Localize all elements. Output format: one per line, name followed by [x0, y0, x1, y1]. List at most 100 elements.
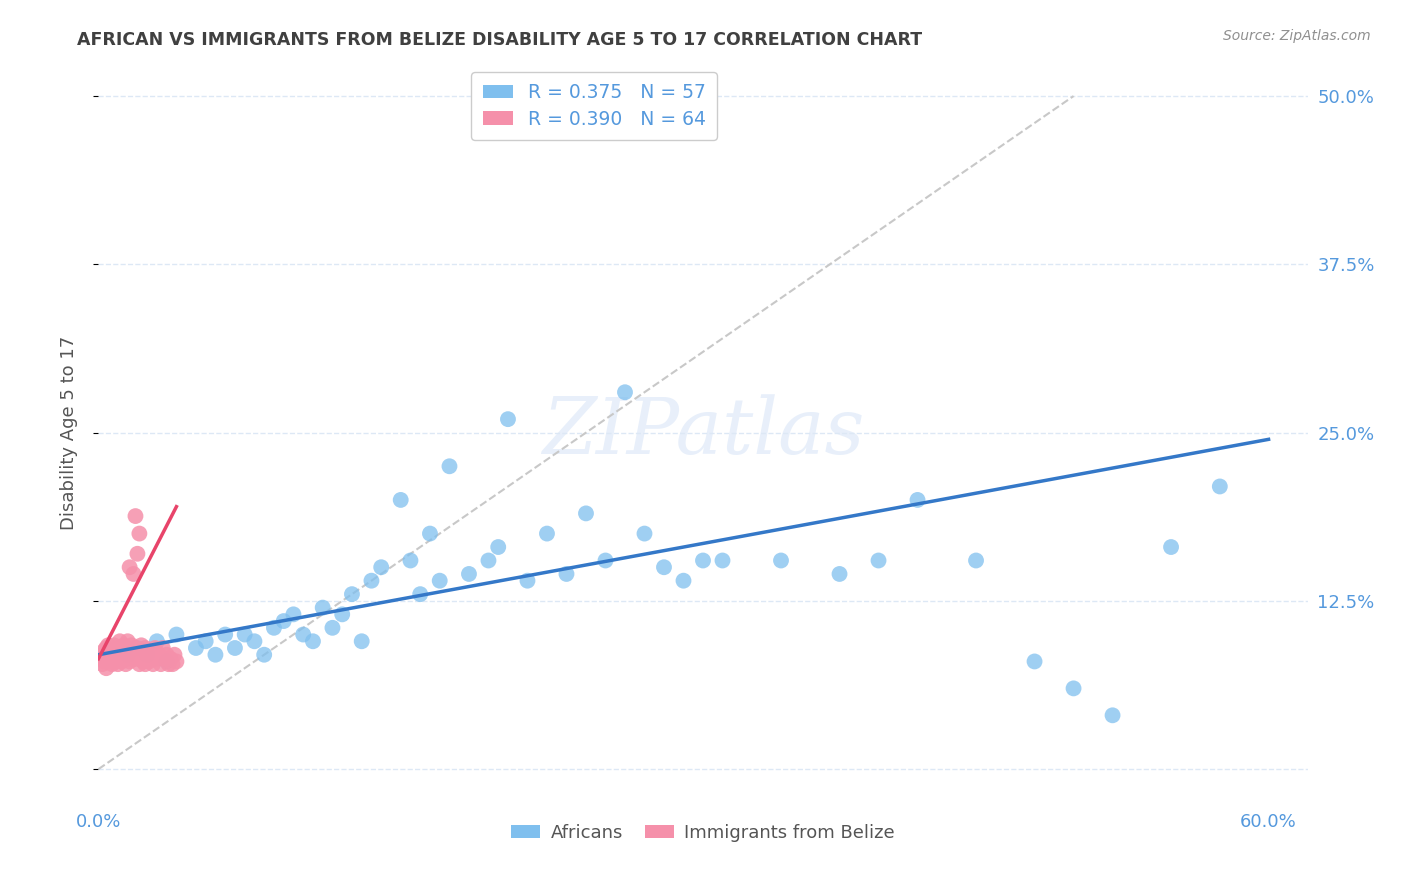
- Point: [132, 648, 155, 662]
- Point: [134, 640, 156, 655]
- Point: [516, 574, 538, 588]
- Point: [122, 652, 145, 666]
- Point: [156, 655, 179, 669]
- Point: [91, 657, 114, 672]
- Point: [399, 553, 422, 567]
- Point: [139, 648, 162, 662]
- Point: [614, 385, 637, 400]
- Point: [692, 553, 714, 567]
- Point: [828, 566, 851, 581]
- Point: [112, 652, 135, 666]
- Point: [98, 655, 121, 669]
- Point: [243, 634, 266, 648]
- Point: [111, 655, 134, 669]
- Point: [111, 643, 134, 657]
- Point: [153, 652, 176, 666]
- Point: [769, 553, 792, 567]
- Point: [389, 492, 412, 507]
- Point: [965, 553, 987, 567]
- Point: [409, 587, 432, 601]
- Point: [477, 553, 499, 567]
- Point: [128, 657, 150, 672]
- Point: [194, 634, 217, 648]
- Point: [124, 509, 146, 524]
- Point: [101, 643, 124, 657]
- Point: [104, 655, 127, 669]
- Point: [283, 607, 305, 622]
- Point: [117, 652, 139, 666]
- Point: [360, 574, 382, 588]
- Point: [1160, 540, 1182, 554]
- Point: [97, 652, 120, 666]
- Point: [340, 587, 363, 601]
- Point: [121, 648, 143, 662]
- Point: [536, 526, 558, 541]
- Point: [136, 648, 159, 662]
- Point: [263, 621, 285, 635]
- Point: [370, 560, 392, 574]
- Point: [555, 566, 578, 581]
- Point: [91, 648, 114, 662]
- Point: [321, 621, 343, 635]
- Point: [595, 553, 617, 567]
- Point: [89, 652, 111, 666]
- Point: [162, 657, 184, 672]
- Point: [96, 640, 118, 655]
- Point: [136, 643, 159, 657]
- Point: [233, 627, 256, 641]
- Point: [214, 627, 236, 641]
- Point: [122, 566, 145, 581]
- Point: [117, 634, 139, 648]
- Point: [142, 657, 165, 672]
- Point: [96, 661, 118, 675]
- Point: [1101, 708, 1123, 723]
- Point: [128, 526, 150, 541]
- Point: [156, 648, 179, 662]
- Point: [93, 643, 115, 657]
- Point: [124, 640, 146, 655]
- Point: [117, 648, 139, 662]
- Point: [184, 640, 207, 655]
- Point: [103, 652, 125, 666]
- Point: [224, 640, 246, 655]
- Point: [134, 657, 156, 672]
- Legend: Africans, Immigrants from Belize: Africans, Immigrants from Belize: [503, 817, 903, 849]
- Point: [907, 492, 929, 507]
- Text: Source: ZipAtlas.com: Source: ZipAtlas.com: [1223, 29, 1371, 43]
- Point: [350, 634, 373, 648]
- Point: [136, 652, 159, 666]
- Point: [575, 507, 598, 521]
- Point: [711, 553, 734, 567]
- Point: [330, 607, 353, 622]
- Point: [419, 526, 441, 541]
- Point: [165, 627, 187, 641]
- Text: ZIPatlas: ZIPatlas: [541, 394, 865, 471]
- Point: [1209, 479, 1232, 493]
- Point: [97, 638, 120, 652]
- Point: [157, 657, 180, 672]
- Point: [112, 638, 135, 652]
- Point: [108, 652, 131, 666]
- Point: [302, 634, 325, 648]
- Point: [104, 648, 127, 662]
- Point: [131, 638, 153, 652]
- Point: [652, 560, 675, 574]
- Point: [146, 634, 169, 648]
- Point: [107, 640, 129, 655]
- Point: [143, 640, 166, 655]
- Point: [114, 640, 136, 655]
- Point: [439, 459, 461, 474]
- Point: [165, 655, 187, 669]
- Point: [103, 638, 125, 652]
- Point: [98, 648, 121, 662]
- Point: [121, 638, 143, 652]
- Point: [273, 614, 295, 628]
- Point: [312, 600, 335, 615]
- Point: [132, 655, 155, 669]
- Point: [101, 657, 124, 672]
- Point: [868, 553, 890, 567]
- Point: [127, 547, 149, 561]
- Point: [118, 560, 141, 574]
- Point: [633, 526, 655, 541]
- Point: [149, 657, 172, 672]
